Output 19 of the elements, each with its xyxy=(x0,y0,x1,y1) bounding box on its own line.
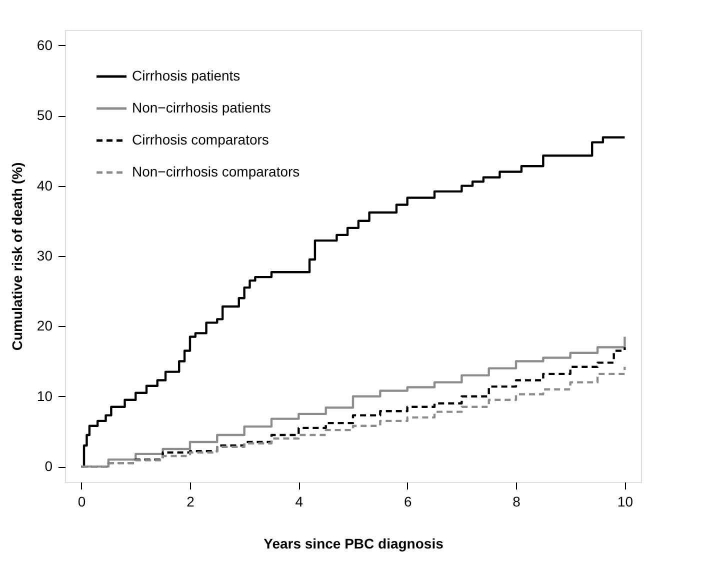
legend-label: Non−cirrhosis comparators xyxy=(132,164,300,180)
x-tick-label: 4 xyxy=(295,494,304,510)
y-tick-label: 10 xyxy=(36,388,53,404)
y-tick-label: 60 xyxy=(36,36,53,53)
y-tick-label: 40 xyxy=(36,177,53,194)
legend-label: Non−cirrhosis patients xyxy=(132,100,271,116)
x-tick-label: 2 xyxy=(186,494,195,510)
y-tick-label: 30 xyxy=(36,248,53,264)
x-tick-label: 6 xyxy=(404,494,412,510)
legend-label: Cirrhosis comparators xyxy=(132,132,269,148)
y-tick-label: 0 xyxy=(44,458,53,474)
x-tick-label: 10 xyxy=(617,494,634,510)
y-axis-title: Cumulative risk of death (%) xyxy=(8,162,25,351)
x-tick-label: 0 xyxy=(78,494,86,510)
x-tick-label: 8 xyxy=(512,494,521,510)
x-axis-title: Years since PBC diagnosis xyxy=(264,536,444,552)
legend-label: Cirrhosis patients xyxy=(132,68,240,84)
y-tick-label: 20 xyxy=(36,318,53,334)
y-tick-label: 50 xyxy=(36,107,53,124)
